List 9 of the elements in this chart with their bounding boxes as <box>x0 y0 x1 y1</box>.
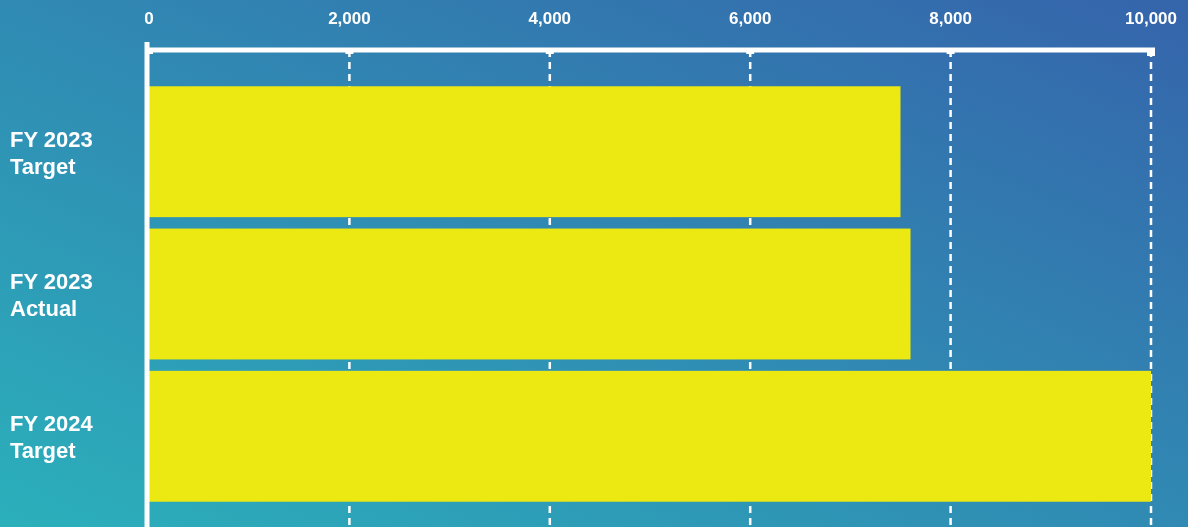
x-tick-label: 8,000 <box>929 9 972 28</box>
y-tick-label: FY 2023 Target <box>10 126 93 179</box>
x-tick-label: 2,000 <box>328 9 371 28</box>
x-tick-label: 0 <box>144 9 154 28</box>
x-tick-label: 6,000 <box>728 9 772 28</box>
y-tick-label: FY 2024 Target <box>10 411 94 464</box>
y-tick-label: FY 2023 Actual <box>10 269 93 321</box>
x-tick-label: 4,000 <box>528 9 572 28</box>
x-tick-label: 10,000 <box>1125 9 1177 28</box>
